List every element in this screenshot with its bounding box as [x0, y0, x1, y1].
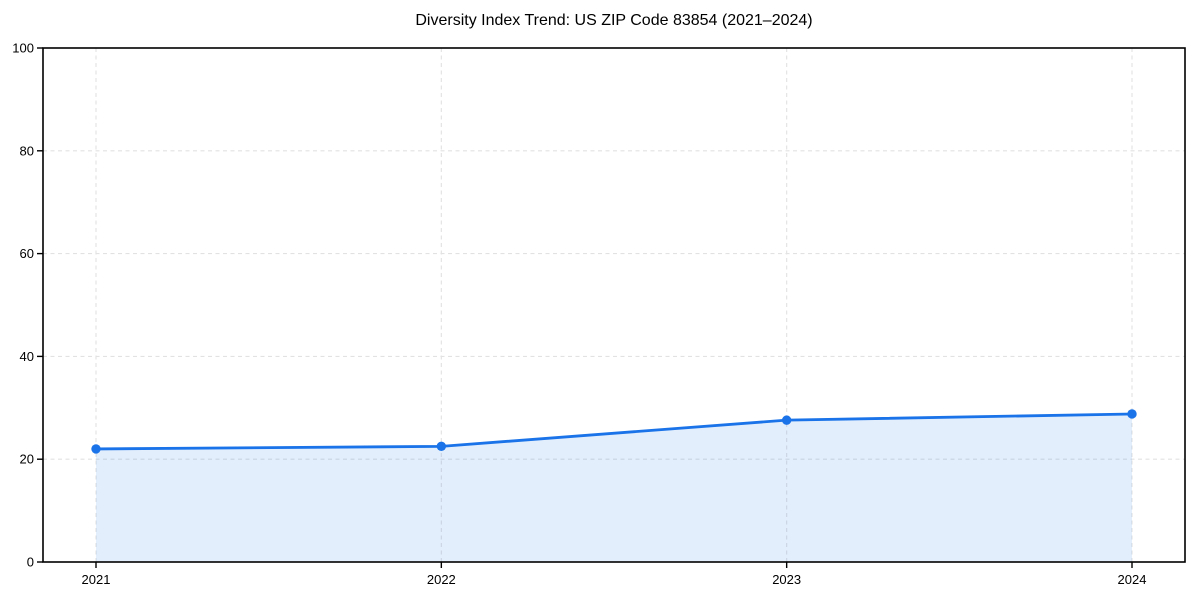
y-tick-label: 100 — [12, 41, 34, 56]
x-tick-label: 2023 — [772, 572, 801, 587]
data-point-marker — [91, 444, 101, 454]
y-tick-label: 60 — [20, 246, 34, 261]
data-point-marker — [781, 415, 792, 425]
data-point-marker — [1127, 409, 1137, 419]
x-tick-label: 2021 — [82, 572, 111, 587]
area-fill — [96, 413, 1132, 562]
y-tick-label: 40 — [20, 349, 34, 364]
chart-title: Diversity Index Trend: US ZIP Code 83854… — [415, 12, 813, 29]
x-tick-label: 2024 — [1118, 572, 1147, 587]
x-tick-label: 2022 — [427, 572, 456, 587]
y-tick-label: 80 — [20, 143, 34, 158]
trend-line — [94, 412, 1134, 451]
data-point-marker — [436, 441, 447, 452]
y-tick-label: 0 — [27, 555, 34, 570]
plot-border — [42, 47, 1186, 563]
y-tick-label: 20 — [20, 452, 34, 467]
